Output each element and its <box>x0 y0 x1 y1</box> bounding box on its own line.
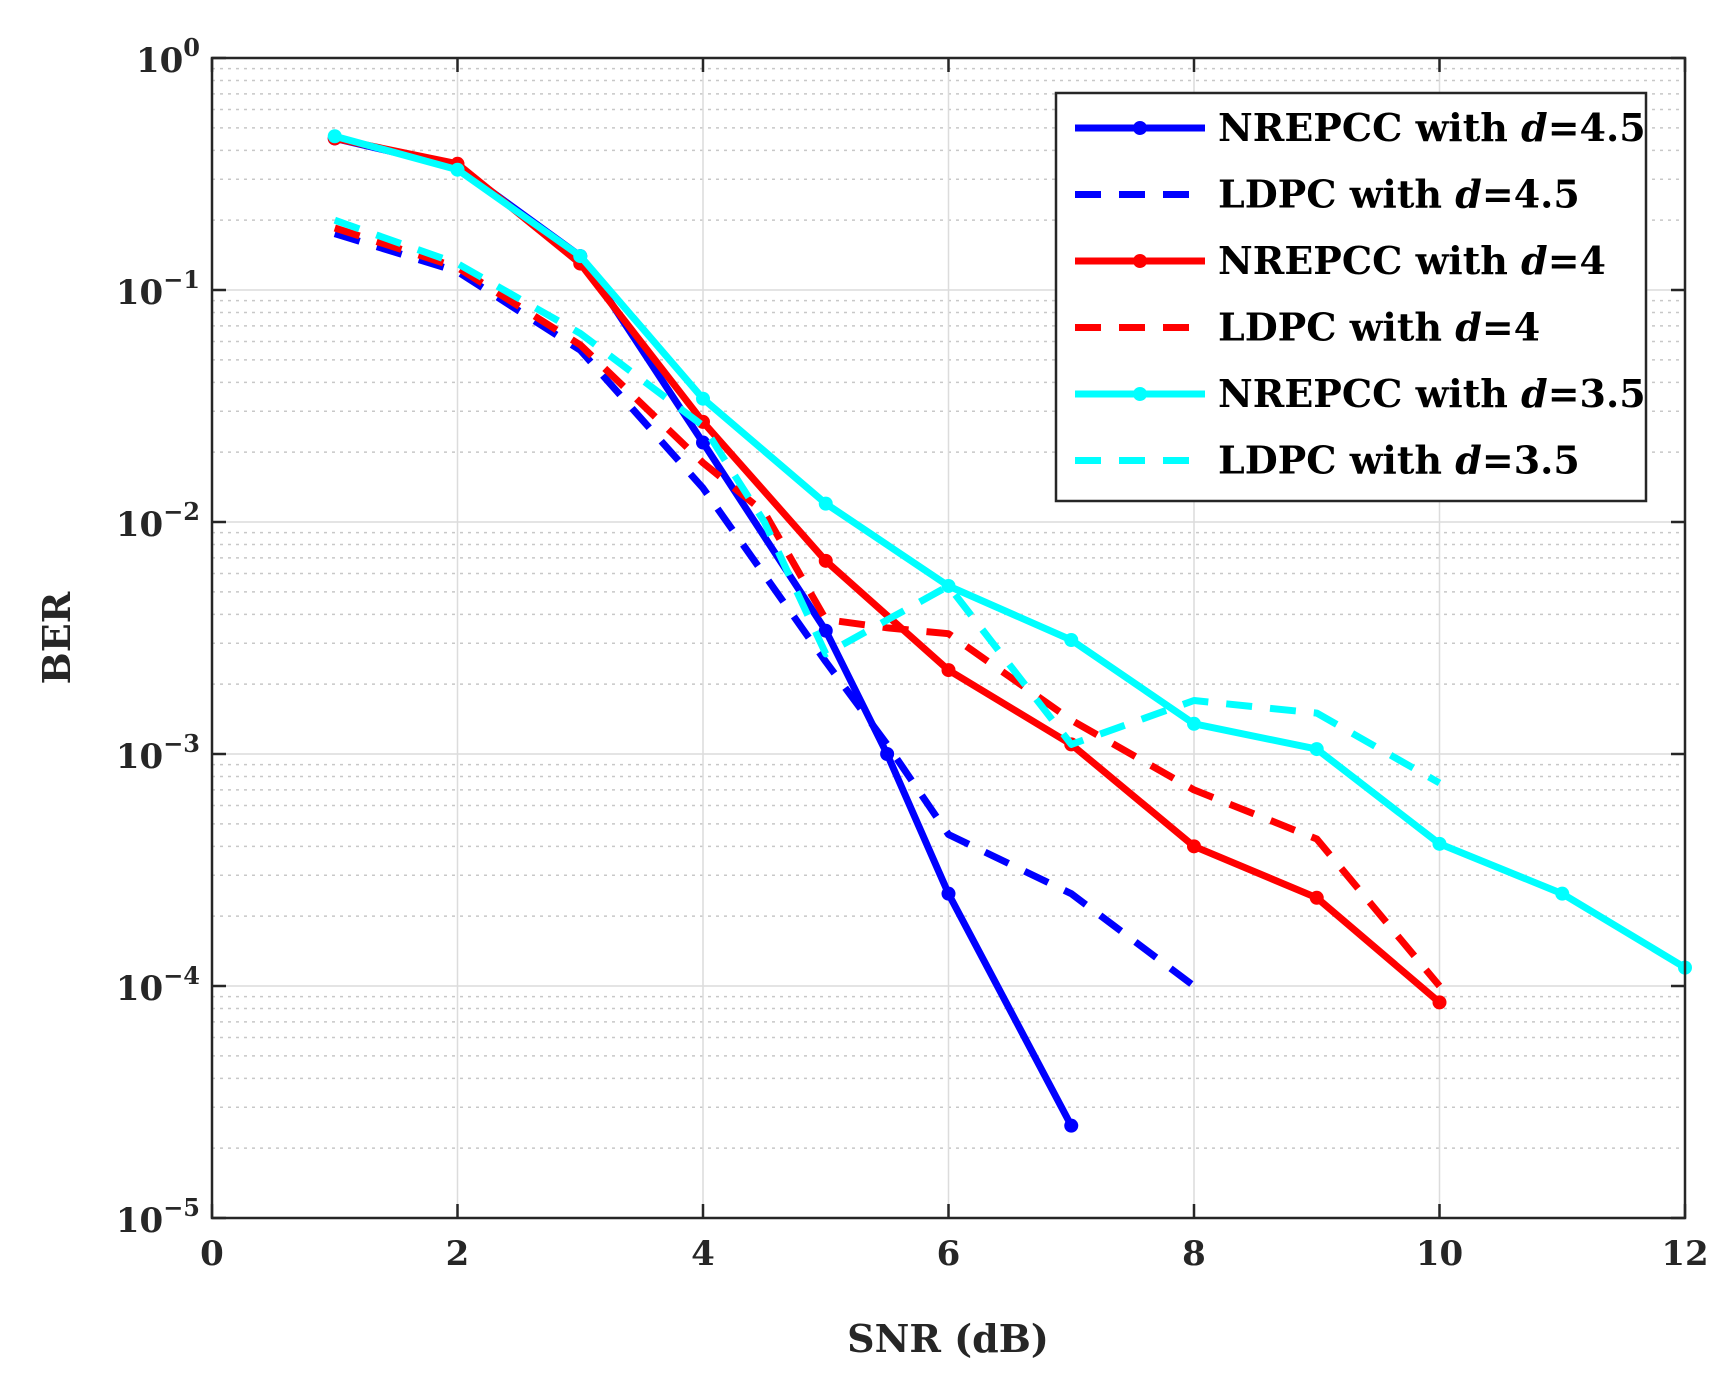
legend-label-1: LDPC with d=4.5 <box>1218 172 1580 217</box>
y-axis-label: BER <box>34 591 79 684</box>
series-4-point <box>1064 633 1079 648</box>
series-line-5 <box>333 216 1442 787</box>
series-4-point <box>450 162 465 177</box>
x-axis-label: SNR (dB) <box>847 1316 1049 1361</box>
series-line-1 <box>333 230 1197 989</box>
legend-marker-2 <box>1133 254 1147 268</box>
series-2-point <box>1187 839 1201 854</box>
x-tick-label: 0 <box>200 1234 224 1274</box>
x-tick-label: 10 <box>1416 1234 1463 1274</box>
series-0-point <box>818 623 833 638</box>
series-2-point <box>818 553 833 568</box>
legend-label-0: NREPCC with d=4.5 <box>1218 105 1646 150</box>
series-4-point <box>1555 886 1570 901</box>
legend-label-5: LDPC with d=3.5 <box>1218 438 1580 483</box>
series-4-point <box>573 249 588 264</box>
x-axis-ticks: 0 2 4 6 8 10 12 <box>200 58 1709 1274</box>
legend: NREPCC with d=4.5 LDPC with d=4.5 NREPCC w… <box>1054 91 1648 503</box>
legend-label-3: LDPC with d=4 <box>1218 305 1540 350</box>
legend-label-4: NREPCC with d=3.5 <box>1218 371 1646 416</box>
series-0-point <box>696 435 710 450</box>
series-line-3 <box>333 224 1443 989</box>
series-0-point <box>1064 1118 1079 1133</box>
series-4-point <box>818 496 833 511</box>
legend-box <box>1054 91 1648 503</box>
x-tick-label: 4 <box>691 1234 715 1274</box>
series-4-point <box>1187 716 1201 731</box>
series-0-point <box>880 747 895 761</box>
legend-marker-0 <box>1133 121 1147 135</box>
series-2-point <box>1309 890 1324 905</box>
series-4-point <box>1309 742 1324 757</box>
x-tick-label: 8 <box>1182 1234 1206 1274</box>
series-2-point <box>1432 995 1447 1010</box>
x-tick-label: 6 <box>937 1234 961 1274</box>
series-4-point <box>327 129 342 144</box>
y-tick-label: 10−3 <box>116 729 200 777</box>
y-tick-label: 10−5 <box>116 1193 200 1241</box>
y-axis-ticks: 100 10−1 10−2 10−3 10−4 10−5 <box>116 33 1685 1241</box>
legend-label-2: NREPCC with d=4 <box>1218 238 1606 283</box>
series-4-point <box>696 391 710 406</box>
legend-marker-4 <box>1133 387 1147 401</box>
y-tick-label: 10−1 <box>116 265 200 313</box>
x-tick-label: 12 <box>1661 1234 1708 1274</box>
series-layer <box>327 129 1692 1133</box>
y-tick-label: 10−4 <box>116 961 200 1009</box>
series-4-point <box>1432 836 1447 851</box>
y-tick-label: 100 <box>136 33 200 81</box>
series-line-4 <box>333 132 1687 971</box>
x-tick-label: 2 <box>446 1234 470 1274</box>
series-0-point <box>941 886 956 901</box>
y-tick-label: 10−2 <box>116 497 200 545</box>
series-4-point <box>941 578 956 593</box>
series-2-point <box>941 663 956 678</box>
